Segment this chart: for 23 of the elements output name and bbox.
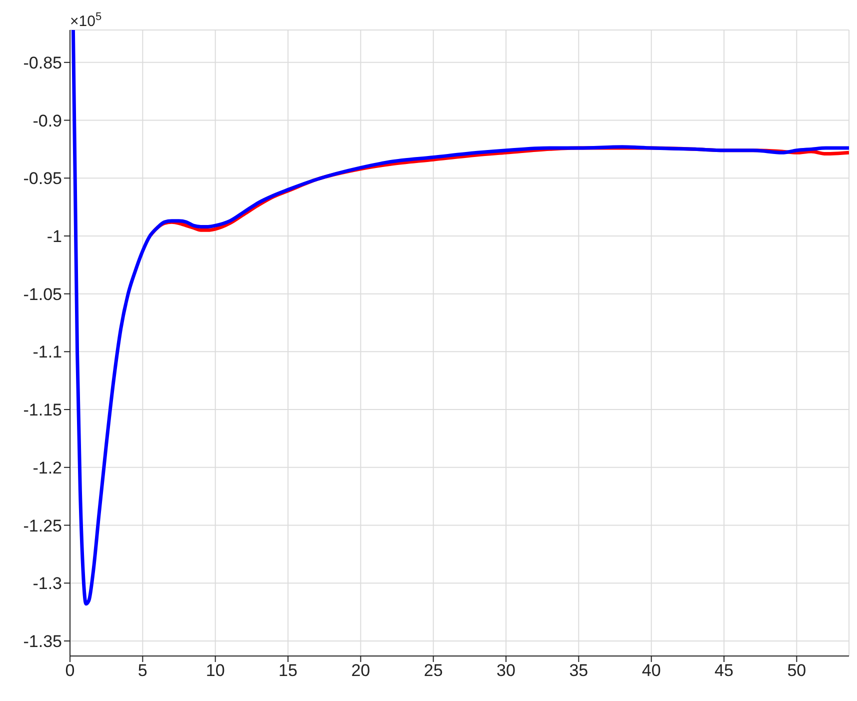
y-tick-label: -1: [46, 227, 62, 246]
y-tick-label: -1.25: [23, 516, 62, 536]
y-tick-label: -1.2: [32, 458, 62, 478]
y-tick-label: -1.15: [23, 400, 62, 420]
x-tick-label: 10: [206, 661, 225, 680]
text: ×10$^{5}$: [70, 11, 102, 30]
y-tick-label: -1.3: [32, 574, 62, 594]
x-tick-label: 45: [714, 661, 734, 680]
y-tick-label: -1.05: [23, 284, 62, 304]
x-tick-label: 25: [424, 661, 443, 680]
x-tick-label: 50: [787, 661, 806, 680]
y-tick-label: -0.9: [32, 111, 62, 130]
y-tick-label: -1.1: [32, 342, 62, 362]
x-tick-label: 0: [65, 661, 75, 680]
x-tick-label: 35: [569, 661, 588, 680]
y-tick-label: -0.95: [23, 169, 62, 188]
x-tick-label: 40: [642, 661, 661, 680]
x-tick-label: 5: [138, 661, 148, 680]
y-tick-label: -1.35: [23, 632, 62, 651]
x-tick-label: 20: [351, 661, 370, 680]
y-tick-label: -0.85: [23, 53, 62, 72]
x-tick-label: 15: [278, 661, 298, 680]
x-tick-label: 30: [496, 661, 516, 680]
